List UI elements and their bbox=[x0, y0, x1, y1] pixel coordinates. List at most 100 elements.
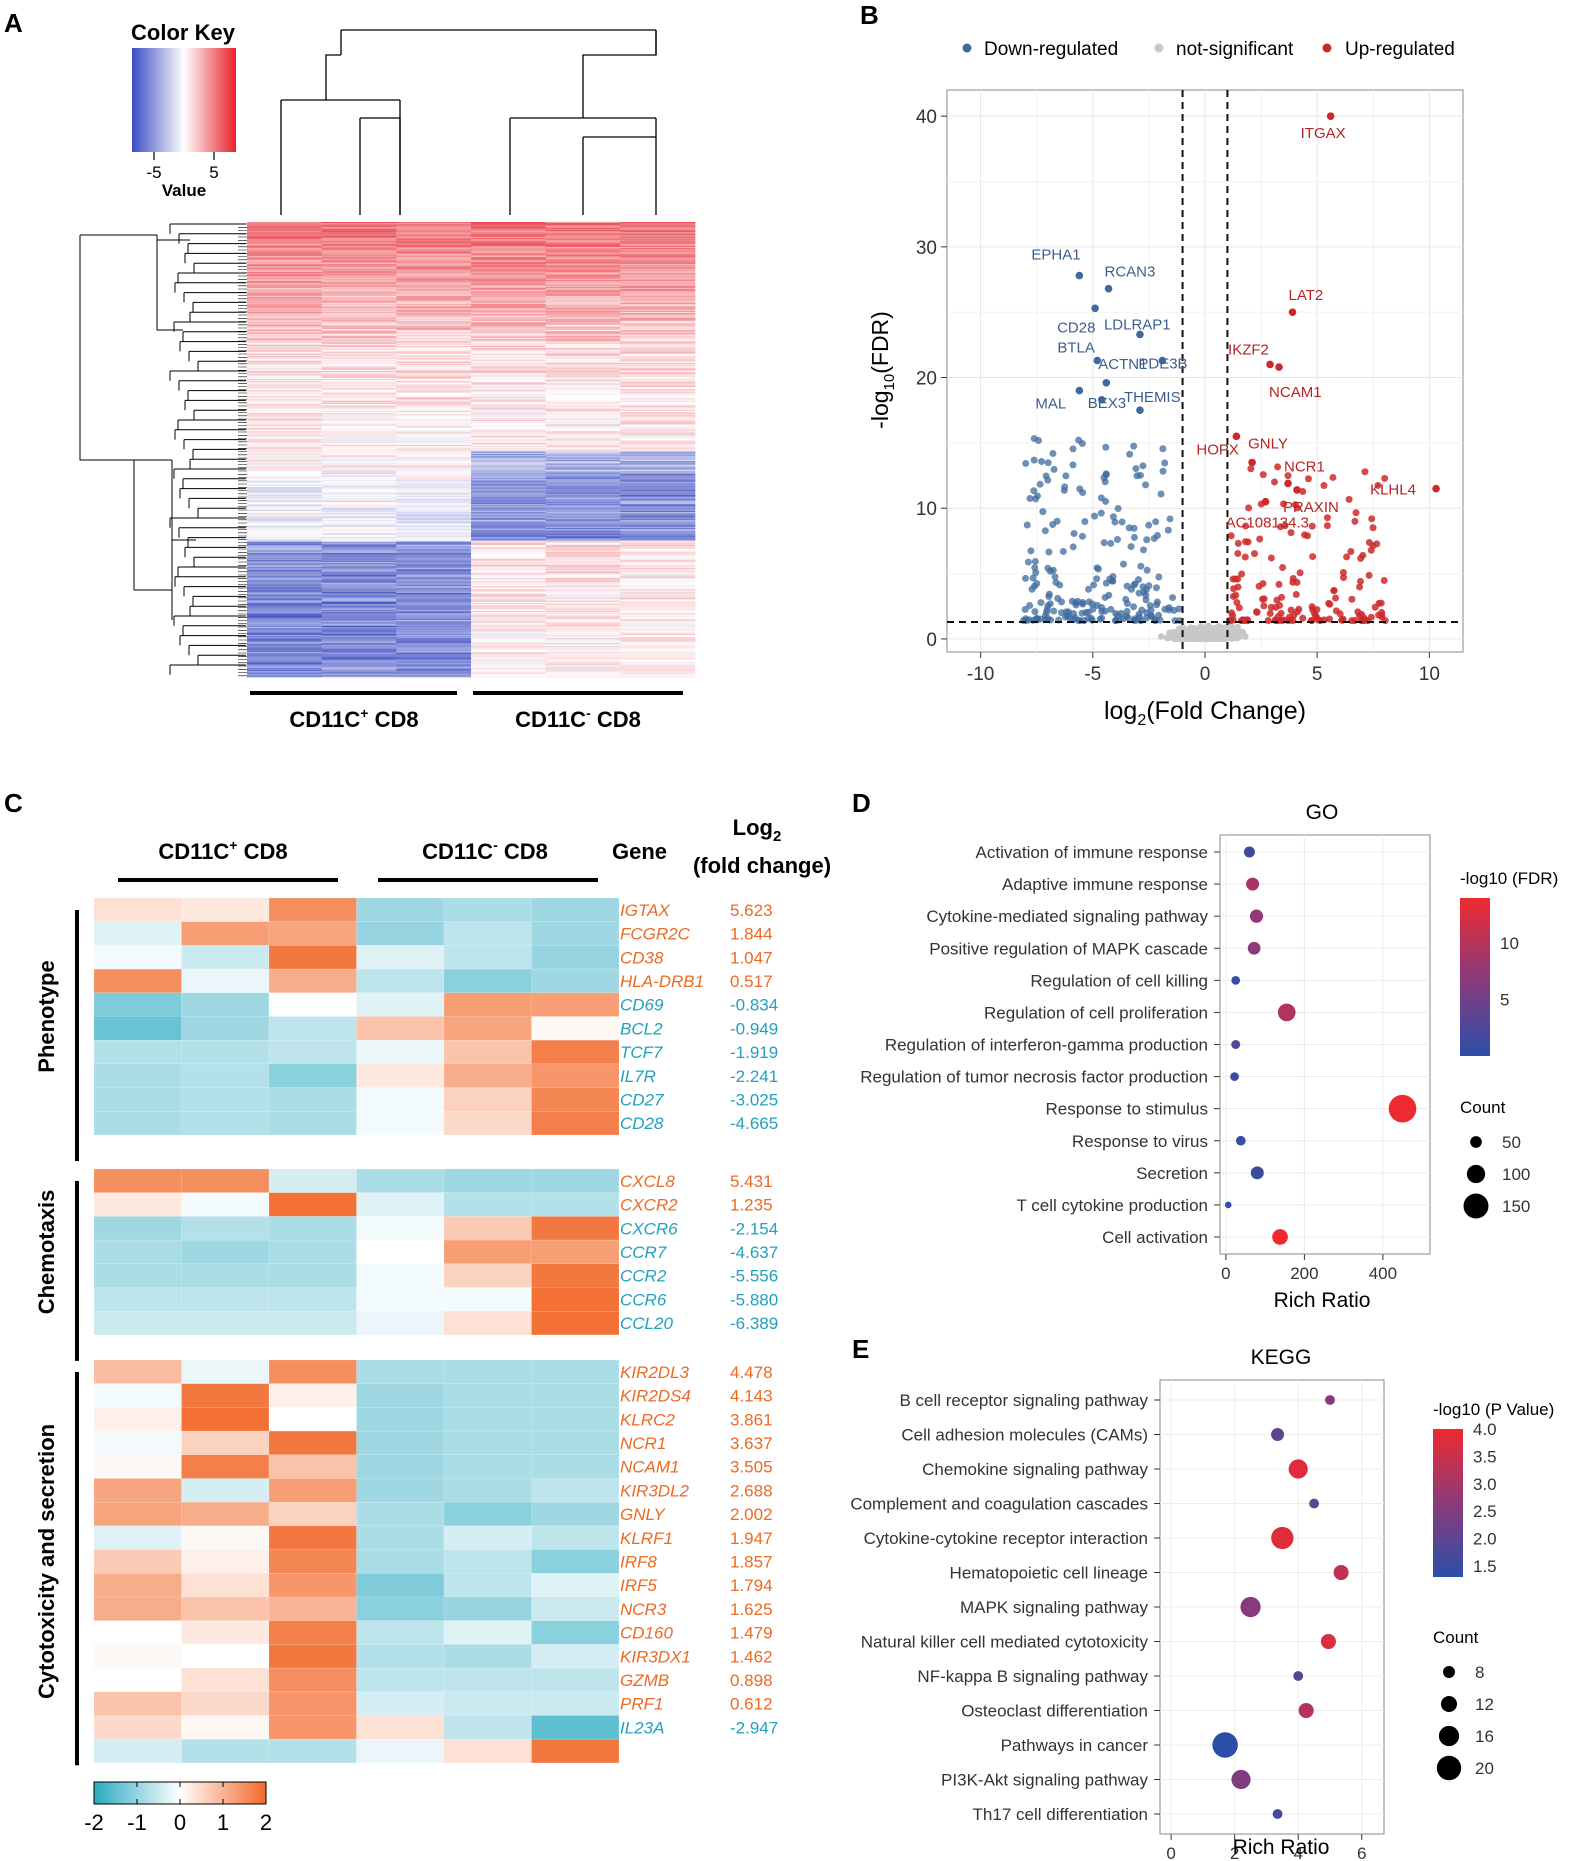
heatmap-a-cell bbox=[620, 642, 696, 645]
heatmap-a-cell bbox=[620, 501, 696, 504]
heatmap-a-cell bbox=[321, 591, 397, 594]
heatmap-a-cell bbox=[471, 443, 546, 446]
heatmap-a-cell bbox=[321, 473, 397, 475]
heatmap-a-cell bbox=[247, 491, 322, 494]
heatmap-a-cell bbox=[545, 581, 621, 583]
heatmap-a-cell bbox=[321, 298, 397, 300]
heatmap-a-cell bbox=[620, 548, 696, 550]
heatmap-a-cell bbox=[247, 636, 322, 638]
dotplot-x-tick-label: 0 bbox=[1221, 1264, 1230, 1283]
heatmap-a-cell bbox=[247, 421, 322, 423]
heatmap-a-cell bbox=[321, 256, 397, 258]
heatmap-a-cell bbox=[247, 320, 322, 323]
heatmap-a-cell bbox=[396, 507, 472, 509]
heatmap-a-cell bbox=[396, 380, 472, 382]
volcano-point-down bbox=[1087, 614, 1095, 622]
heatmap-a-cell bbox=[545, 672, 621, 674]
heatmap-a-cell bbox=[620, 276, 696, 279]
heatmap-a-cell bbox=[620, 637, 696, 639]
volcano-point-down bbox=[1084, 608, 1092, 616]
heatmap-c-cell bbox=[356, 1738, 445, 1764]
heatmap-a-cell bbox=[247, 669, 322, 671]
heatmap-a-cell bbox=[321, 386, 397, 389]
heatmap-a-cell bbox=[247, 280, 322, 282]
heatmap-a-cell bbox=[396, 491, 472, 494]
heatmap-c-cell bbox=[181, 1525, 270, 1550]
heatmap-a-cell bbox=[620, 531, 696, 533]
heatmap-a-cell bbox=[396, 344, 472, 347]
heatmap-a-cell bbox=[321, 529, 397, 531]
volcano-point-down bbox=[1102, 497, 1110, 505]
heatmap-a-cell bbox=[471, 655, 546, 657]
heatmap-a-cell bbox=[545, 257, 621, 259]
heatmap-a-cell bbox=[247, 621, 322, 623]
heatmap-a-cell bbox=[545, 325, 621, 327]
heatmap-a-cell bbox=[396, 278, 472, 281]
heatmap-a-cell bbox=[471, 537, 546, 539]
volcano-point-down bbox=[1029, 574, 1037, 582]
heatmap-a-cell bbox=[321, 429, 397, 431]
heatmap-a-cell bbox=[247, 580, 322, 582]
heatmap-a-cell bbox=[620, 282, 696, 284]
go-title: GO bbox=[1306, 801, 1339, 824]
volcano-point-up bbox=[1354, 608, 1362, 616]
heatmap-a-cell bbox=[247, 378, 322, 381]
heatmap-a-cell bbox=[471, 251, 546, 254]
gene-log2fc: -0.834 bbox=[730, 996, 778, 1015]
heatmap-a-cell bbox=[396, 397, 472, 399]
heatmap-a-cell bbox=[247, 556, 322, 558]
heatmap-a-cell bbox=[471, 324, 546, 326]
heatmap-a-cell bbox=[545, 547, 621, 549]
heatmap-a-cell bbox=[321, 225, 397, 227]
volcano-point-labeled bbox=[1293, 486, 1301, 494]
heatmap-a-cell bbox=[247, 269, 322, 272]
heatmap-a-cell bbox=[471, 469, 546, 472]
heatmap-a-cell bbox=[396, 261, 472, 264]
heatmap-a-cell bbox=[321, 603, 397, 605]
heatmap-a-cell bbox=[321, 556, 397, 558]
heatmap-a-cell bbox=[471, 349, 546, 351]
heatmap-a-cell bbox=[396, 419, 472, 422]
heatmap-a-cell bbox=[247, 464, 322, 466]
heatmap-a-cell bbox=[247, 534, 322, 537]
heatmap-a-cell bbox=[620, 554, 696, 556]
heatmap-a-cell bbox=[321, 407, 397, 409]
volcano-point-down bbox=[1147, 612, 1155, 620]
heatmap-a-cell bbox=[545, 228, 621, 231]
gene-log2fc: 5.623 bbox=[730, 901, 773, 920]
heatmap-a-cell bbox=[545, 535, 621, 538]
heatmap-a-cell bbox=[247, 365, 322, 367]
heatmap-a-cell bbox=[396, 462, 472, 464]
heatmap-a-cell bbox=[247, 309, 322, 312]
heatmap-a-cell bbox=[321, 661, 397, 663]
heatmap-a-cell bbox=[247, 562, 322, 564]
heatmap-a-cell bbox=[396, 433, 472, 436]
heatmap-a-cell bbox=[620, 389, 696, 391]
heatmap-a-cell bbox=[471, 530, 546, 532]
heatmap-c-cell bbox=[181, 1192, 270, 1217]
heatmap-a-cell bbox=[247, 628, 322, 630]
heatmap-c-cell bbox=[443, 1359, 532, 1384]
heatmap-a-cell bbox=[247, 570, 322, 572]
heatmap-a-cell bbox=[471, 633, 546, 636]
heatmap-a-cell bbox=[396, 600, 472, 603]
heatmap-a-cell bbox=[545, 638, 621, 640]
heatmap-a-cell bbox=[545, 276, 621, 279]
heatmap-c-cell bbox=[93, 1359, 182, 1384]
heatmap-a-cell bbox=[247, 287, 322, 290]
heatmap-a-cell bbox=[620, 266, 696, 268]
heatmap-a-cell bbox=[321, 311, 397, 314]
dotplot-category-label: Th17 cell differentiation bbox=[973, 1805, 1148, 1824]
heatmap-a-cell bbox=[321, 535, 397, 538]
heatmap-c-cell bbox=[356, 945, 445, 970]
heatmap-a-cell bbox=[396, 326, 472, 329]
heatmap-a-cell bbox=[247, 502, 322, 505]
heatmap-a-cell bbox=[247, 419, 322, 422]
heatmap-a-cell bbox=[545, 227, 621, 230]
heatmap-a-cell bbox=[321, 278, 397, 281]
heatmap-a-cell bbox=[321, 456, 397, 458]
heatmap-a-cell bbox=[396, 277, 472, 280]
heatmap-a-cell bbox=[396, 488, 472, 490]
heatmap-a-cell bbox=[321, 232, 397, 234]
heatmap-c-cell bbox=[531, 945, 620, 970]
